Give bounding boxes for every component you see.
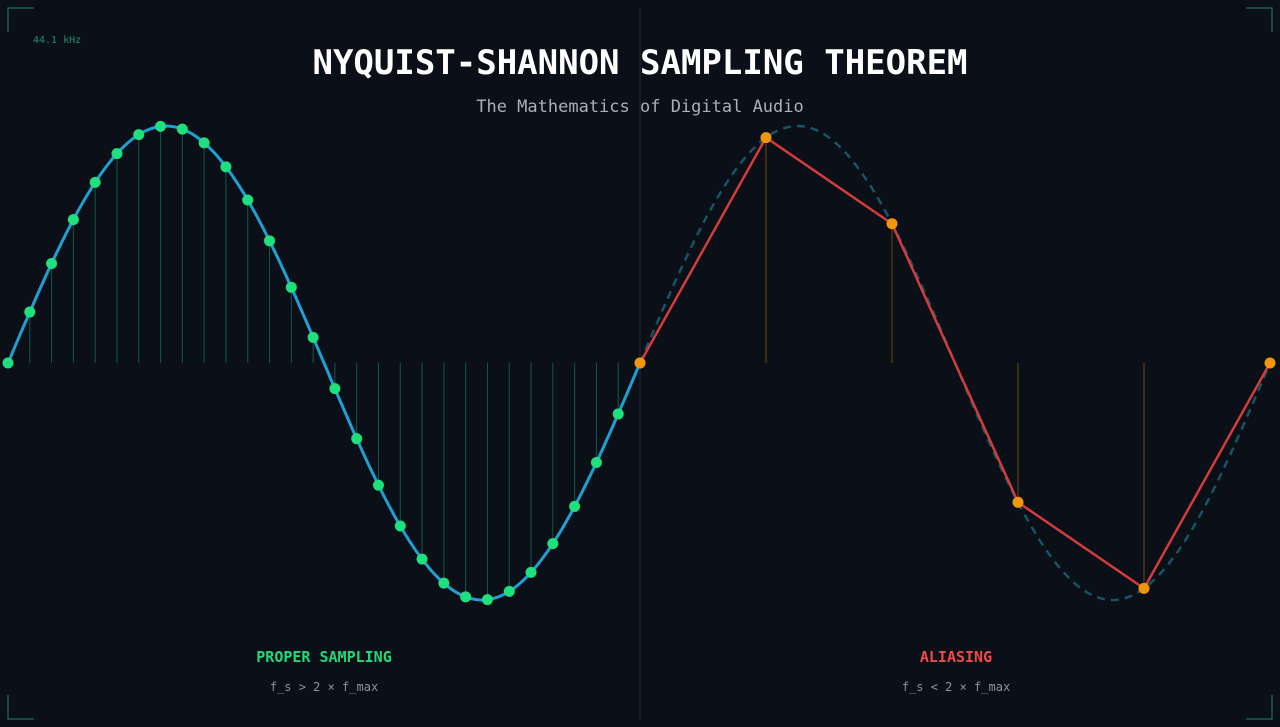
title: NYQUIST-SHANNON SAMPLING THEOREM xyxy=(312,43,967,83)
sample-point xyxy=(155,120,167,132)
corner xyxy=(7,695,34,720)
sample-point xyxy=(329,383,341,395)
sample-point xyxy=(46,257,58,269)
sample-point xyxy=(2,357,14,369)
rate-label: 44.1 kHz xyxy=(33,35,81,46)
sample-point xyxy=(307,331,319,343)
sample-point xyxy=(438,577,450,589)
sample-point xyxy=(394,520,406,532)
corner xyxy=(1246,7,1273,32)
sample-point xyxy=(24,306,36,318)
sample-point xyxy=(481,594,493,606)
corner-brackets xyxy=(7,7,1273,720)
sample-point xyxy=(525,566,537,578)
sample-point xyxy=(176,123,188,135)
sample-point xyxy=(372,479,384,491)
sample-point xyxy=(242,194,254,206)
panel-formula: f_s > 2 × f_max xyxy=(270,680,378,694)
sample-point xyxy=(760,132,772,144)
corner xyxy=(7,7,34,32)
sample-point xyxy=(612,408,624,420)
sample-point xyxy=(351,433,363,445)
sample-point xyxy=(886,218,898,230)
sample-point xyxy=(1012,496,1024,508)
sample-point xyxy=(1264,357,1276,369)
panel-formula: f_s < 2 × f_max xyxy=(902,680,1010,694)
sample-point xyxy=(1138,582,1150,594)
sample-point xyxy=(220,161,232,173)
sample-point xyxy=(198,137,210,149)
waves xyxy=(2,120,1276,606)
sample-point xyxy=(460,591,472,603)
sample-point xyxy=(569,500,581,512)
sample-point xyxy=(67,214,79,226)
sample-point xyxy=(547,538,559,550)
sample-point xyxy=(285,281,297,293)
sample-point xyxy=(416,553,428,565)
subtitle: The Mathematics of Digital Audio xyxy=(476,97,804,117)
sample-point xyxy=(111,148,123,160)
aliased-wave xyxy=(638,135,1272,591)
sample-point xyxy=(133,129,145,141)
sample-point xyxy=(634,357,646,369)
corner xyxy=(1246,695,1273,720)
signal-wave xyxy=(6,124,642,602)
sample-point xyxy=(89,176,101,188)
panel-label: ALIASING xyxy=(920,648,992,666)
panel-label: PROPER SAMPLING xyxy=(256,648,391,666)
sample-point xyxy=(590,457,602,469)
sample-point xyxy=(503,585,515,597)
sample-point xyxy=(264,235,276,247)
